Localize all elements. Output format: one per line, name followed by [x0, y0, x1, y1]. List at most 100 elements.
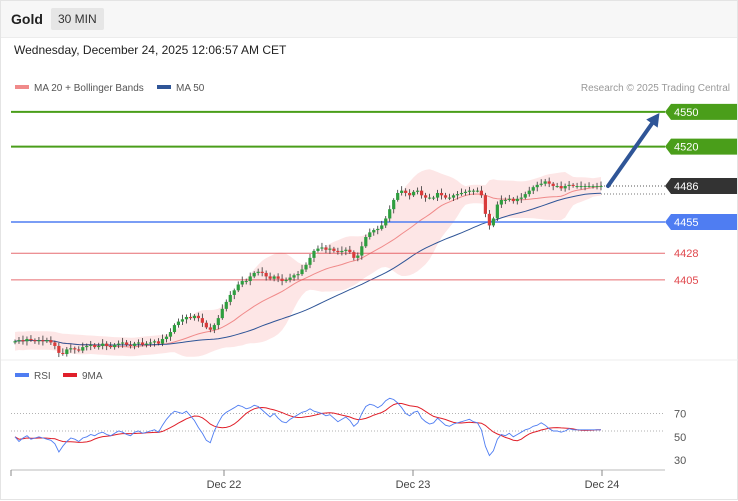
candle-body [284, 279, 288, 282]
candle-body [268, 276, 272, 279]
candle-body [232, 290, 236, 295]
candle-body [85, 345, 89, 348]
candle-body [368, 232, 372, 238]
candle-body [599, 186, 603, 188]
x-axis-tick-label: Dec 22 [207, 479, 242, 491]
resistance-tag-label: 4520 [674, 142, 698, 154]
current-price-label: 4486 [674, 181, 698, 193]
candle-body [360, 246, 364, 256]
candle-body [396, 192, 400, 200]
candle-body [176, 321, 181, 326]
candle-body [81, 347, 85, 351]
candle-body [220, 308, 224, 319]
candle-body [467, 190, 472, 192]
candle-body [53, 342, 57, 346]
candle-body [332, 248, 336, 251]
target-arrow-head [646, 112, 660, 128]
candle-body [587, 186, 591, 188]
candle-body [547, 181, 551, 184]
candle-body [208, 327, 212, 330]
candle-body [439, 192, 444, 196]
candle-body [272, 276, 276, 279]
candle-body [400, 190, 404, 193]
x-axis: Dec 22 Dec 23 Dec 24 [10, 469, 665, 491]
ma20-legend-swatch [15, 85, 29, 89]
candle-body [164, 336, 169, 339]
candle-body [188, 316, 193, 319]
ma20-legend-label: MA 20 + Bollinger Bands [34, 83, 144, 94]
ma20-line [14, 185, 602, 348]
candle-body [487, 213, 491, 226]
candle-body [376, 228, 380, 231]
candle-body [567, 184, 571, 187]
candle-body [113, 344, 117, 348]
current-price-tag [665, 178, 737, 195]
candle-body [356, 255, 360, 258]
candle-body [463, 191, 468, 193]
candle-body [260, 271, 264, 273]
rsi-legend-label: RSI [34, 371, 51, 382]
candle-body [384, 218, 388, 226]
candle-body [129, 344, 133, 346]
candle-body [296, 274, 300, 276]
candle-body [184, 316, 189, 320]
candle-body [200, 318, 204, 323]
candle-body [144, 343, 149, 345]
candle-body [117, 343, 121, 345]
candles [13, 177, 603, 358]
candle-body [364, 237, 368, 247]
candle-body [288, 277, 292, 280]
candle-body [13, 341, 17, 343]
candle-body [33, 340, 37, 342]
candle-body [340, 250, 344, 253]
candle-body [256, 271, 260, 273]
candle-body [77, 349, 81, 351]
candle-body [499, 199, 503, 205]
pivot-tag [665, 213, 737, 230]
candle-body [320, 247, 324, 249]
ma9-legend-swatch [63, 373, 77, 377]
timeframe-button[interactable]: 30 MIN [51, 8, 104, 30]
price-levels: 4550 4520 4486 4455 4428 4405 [11, 103, 737, 287]
candle-body [29, 338, 33, 341]
rsi-ma9-line [14, 402, 602, 443]
candle-body [455, 194, 460, 196]
candle-body [276, 276, 280, 279]
candle-body [45, 340, 49, 342]
ma50-line [14, 192, 602, 346]
candle-body [583, 186, 587, 188]
candle-body [57, 345, 61, 353]
header-bar: Gold 30 MIN [1, 1, 737, 38]
candle-body [224, 301, 228, 309]
candle-body [300, 269, 304, 275]
candle-body [423, 195, 428, 198]
instrument-title: Gold [11, 11, 43, 27]
candle-body [121, 342, 125, 344]
candle-body [37, 340, 41, 342]
candle-body [328, 248, 332, 250]
candle-body [515, 198, 519, 202]
candle-body [89, 344, 93, 346]
candle-body [591, 186, 595, 188]
candle-body [348, 249, 352, 253]
candle-body [539, 183, 543, 185]
candle-body [571, 184, 575, 187]
candle-body [236, 284, 240, 291]
candle-body [495, 204, 499, 219]
candle-body [336, 250, 340, 253]
candle-body [248, 276, 252, 282]
candle-body [212, 325, 216, 330]
support-label: 4405 [674, 275, 698, 287]
candle-body [447, 197, 452, 199]
candle-body [280, 278, 284, 282]
main-legend: MA 20 + Bollinger Bands MA 50 Research ©… [15, 83, 730, 94]
rsi-tick-label: 70 [674, 409, 686, 421]
candle-body [244, 281, 248, 283]
candle-body [264, 272, 268, 277]
candle-body [308, 257, 312, 265]
candle-body [304, 264, 308, 270]
candle-body [196, 315, 200, 319]
candle-body [416, 190, 420, 192]
